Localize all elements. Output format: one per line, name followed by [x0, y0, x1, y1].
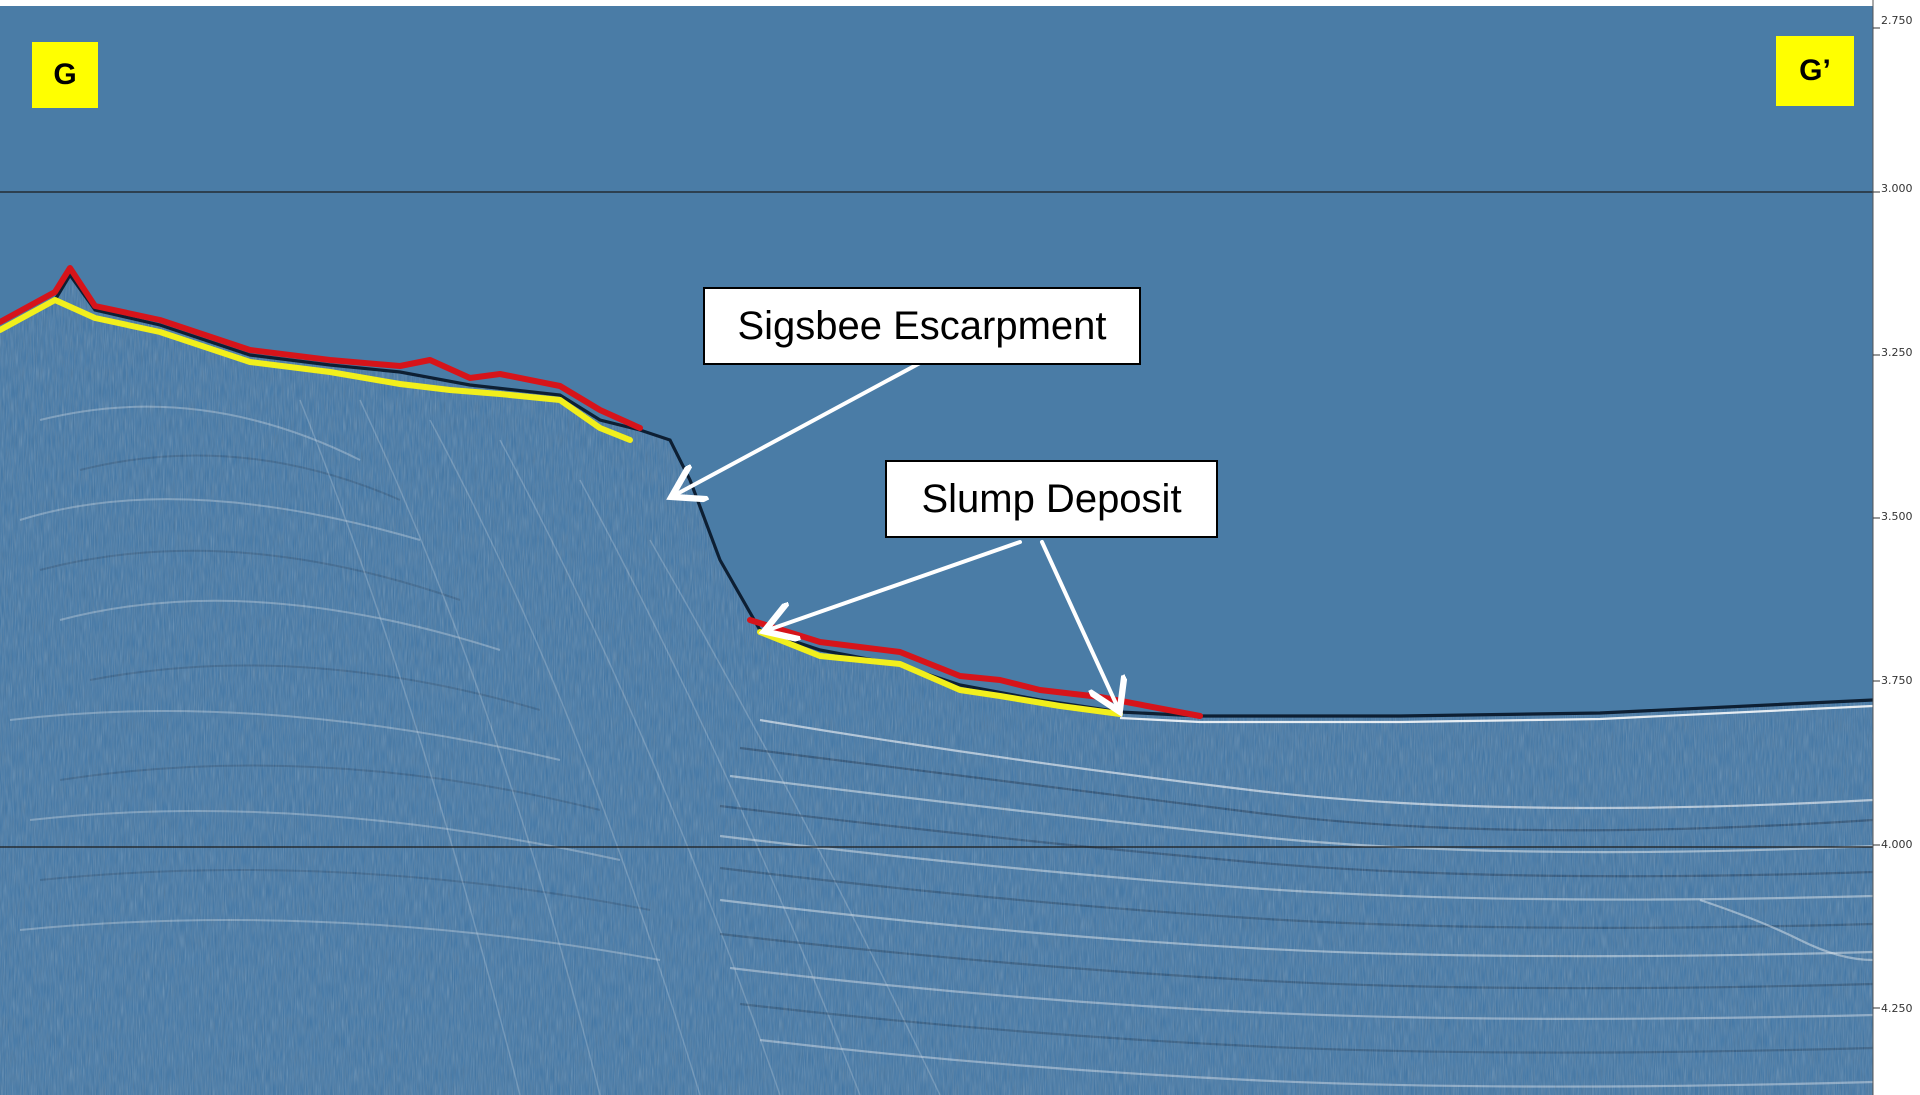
slump-arrow-left — [768, 540, 1022, 630]
top-border — [0, 0, 1920, 6]
tick-label-3500: 3.500 — [1881, 510, 1913, 523]
section-end-marker: G’ — [1776, 36, 1854, 106]
tick-label-3000: 3.000 — [1881, 182, 1913, 195]
tick-label-3250: 3.250 — [1881, 346, 1913, 359]
annotation-arrows — [675, 361, 1118, 708]
time-axis-ticks: 2.750 3.000 3.250 3.500 3.750 4.000 4.25… — [1873, 14, 1913, 1015]
section-start-marker: G — [32, 42, 98, 108]
escarpment-arrow — [675, 361, 922, 495]
slump-arrow-right — [1040, 540, 1118, 708]
time-axis-strip — [1873, 0, 1920, 1095]
tick-label-3750: 3.750 — [1881, 674, 1913, 687]
tick-label-4250: 4.250 — [1881, 1002, 1913, 1015]
yellow-horizon — [0, 297, 1123, 717]
escarpment-callout: Sigsbee Escarpment — [703, 287, 1141, 365]
tick-label-2750: 2.750 — [1881, 14, 1913, 27]
slump-callout: Slump Deposit — [885, 460, 1218, 538]
tick-label-4000: 4.000 — [1881, 838, 1913, 851]
